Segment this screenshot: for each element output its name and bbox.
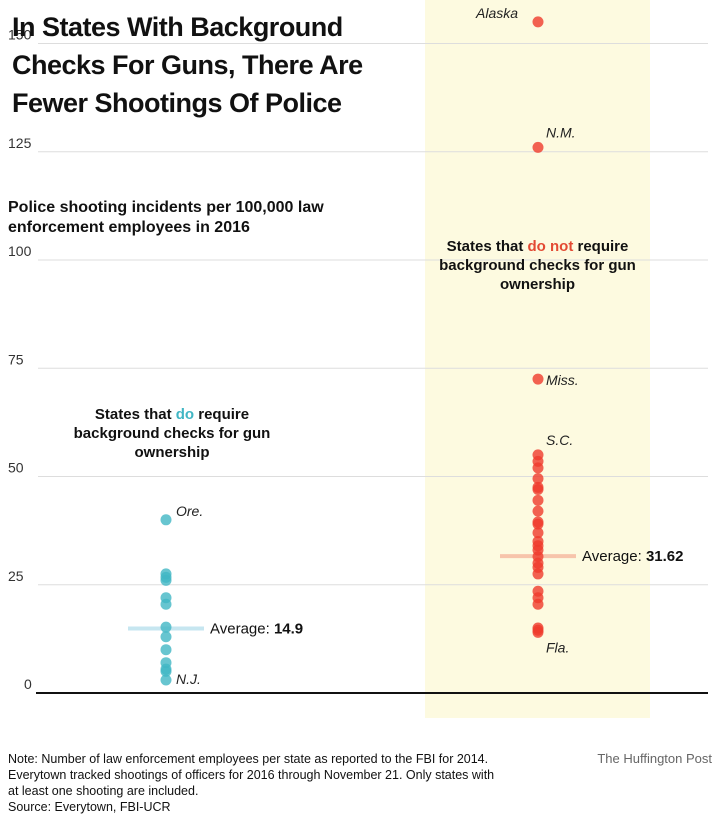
data-point xyxy=(532,462,544,474)
state-label: Miss. xyxy=(546,372,579,388)
group-label-require-post: require background checks for gun owners… xyxy=(73,406,271,461)
data-point xyxy=(532,568,544,580)
group-label-not-require-highlight: do not xyxy=(527,238,574,255)
data-point xyxy=(532,16,544,28)
group-label-require-highlight: do xyxy=(175,406,195,423)
data-point xyxy=(160,631,172,643)
data-point xyxy=(160,665,172,677)
footnote: Note: Number of law enforcement employee… xyxy=(8,751,548,815)
group-label-not-require-pre: States that xyxy=(446,238,528,255)
chart-title: In States With Background Checks For Gun… xyxy=(12,12,363,118)
y-tick-label: 25 xyxy=(8,568,24,584)
data-point xyxy=(532,373,544,385)
footnote-line: Everytown tracked shootings of officers … xyxy=(8,768,495,782)
data-point xyxy=(160,644,172,656)
data-point xyxy=(160,674,172,686)
y-tick-label: 150 xyxy=(8,27,32,43)
data-point xyxy=(532,527,544,539)
state-label: N.M. xyxy=(546,124,576,140)
y-tick-label: 75 xyxy=(8,351,24,367)
average-label: Average: 31.62 xyxy=(582,548,683,565)
y-tick-label: 50 xyxy=(8,460,24,476)
group-label-require-pre: States that xyxy=(94,406,176,423)
chart-subtitle: Police shooting incidents per 100,000 la… xyxy=(8,198,348,238)
data-point xyxy=(160,574,172,586)
source-line: Source: Everytown, FBI-UCR xyxy=(8,800,171,814)
data-point xyxy=(532,626,544,638)
data-point xyxy=(532,505,544,517)
data-point xyxy=(532,141,544,153)
state-label: Fla. xyxy=(546,639,569,655)
data-point xyxy=(532,473,544,485)
data-point xyxy=(532,598,544,610)
state-label: S.C. xyxy=(546,432,573,448)
data-point xyxy=(532,483,544,495)
group-label-require: States that do require background checks… xyxy=(72,405,272,462)
state-label: Ore. xyxy=(176,503,203,519)
y-tick-label: 100 xyxy=(8,243,32,259)
state-label: Alaska xyxy=(475,5,518,21)
group-label-not-require-post: require background checks for gun owners… xyxy=(439,238,636,293)
data-point xyxy=(160,621,172,633)
average-label: Average: 14.9 xyxy=(210,620,303,637)
footnote-line: at least one shooting are included. xyxy=(8,784,199,798)
data-point xyxy=(160,598,172,610)
y-tick-label: 0 xyxy=(24,676,32,692)
data-point xyxy=(532,518,544,530)
group-label-not-require: States that do not require background ch… xyxy=(425,237,650,294)
highlight-band xyxy=(425,0,650,718)
data-point xyxy=(532,494,544,506)
credit: The Huffington Post xyxy=(597,751,712,766)
state-label: N.J. xyxy=(176,671,201,687)
footnote-line: Note: Number of law enforcement employee… xyxy=(8,752,489,766)
y-tick-label: 125 xyxy=(8,135,32,151)
data-point xyxy=(160,514,172,526)
